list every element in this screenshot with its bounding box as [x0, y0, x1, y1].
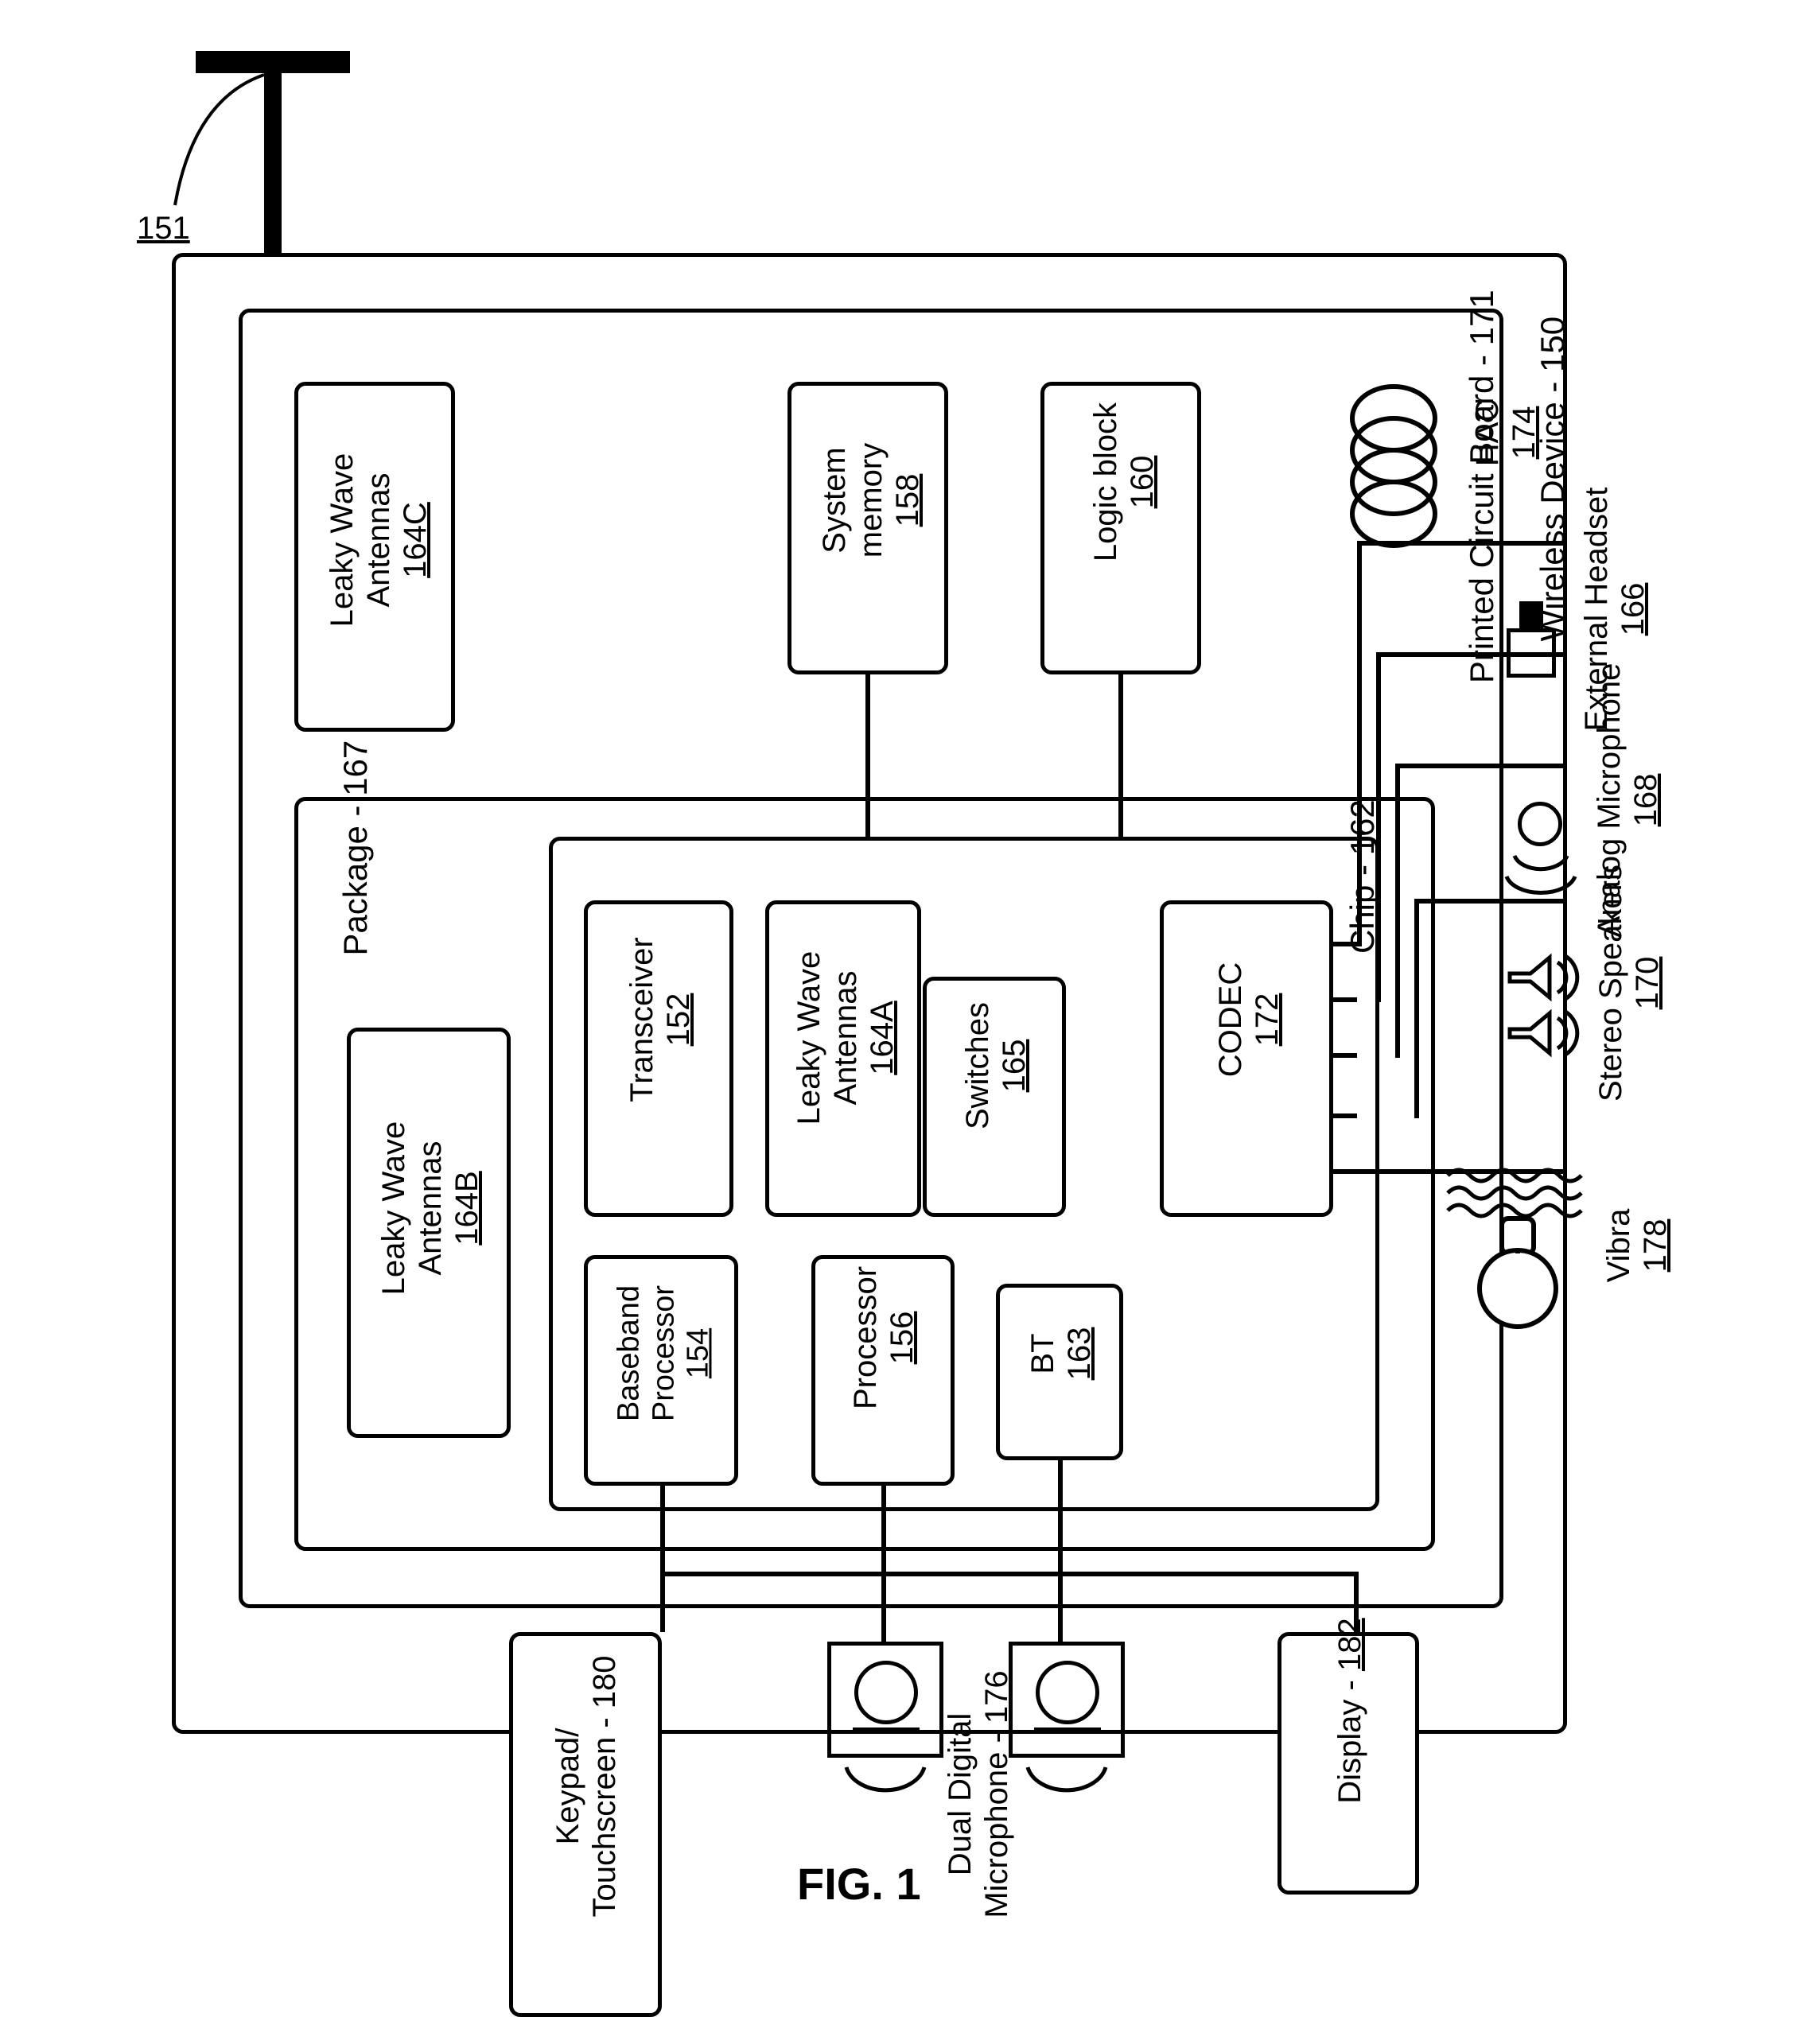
package-title: Package - 167	[336, 717, 375, 979]
display-label: Display - 182	[1332, 1595, 1368, 1826]
trunk-v3	[1395, 764, 1400, 1058]
system-memory-label: Systemmemory158	[816, 385, 926, 616]
transceiver-label: Transceiver152	[624, 900, 697, 1139]
processor-label: Processor156	[847, 1222, 920, 1453]
hac-coil-icon	[1344, 371, 1443, 554]
hac-label: HAC174	[1469, 349, 1542, 516]
wire-codec-amic	[1333, 1053, 1357, 1058]
figure-label: FIG. 1	[797, 1858, 921, 1910]
lwa-a-label: Leaky WaveAntennas164A	[791, 907, 900, 1169]
dual-mic-1-base	[853, 1727, 920, 1732]
wire-bt-down	[1058, 1460, 1063, 1642]
speaker-icon	[1499, 950, 1586, 1061]
wire-bbp-keypad	[660, 1486, 665, 1632]
trunk-v4	[1414, 899, 1419, 1118]
bt-label: BT163	[1025, 1268, 1098, 1440]
switches-label: Switches165	[959, 954, 1032, 1177]
wire-logic-chip	[1118, 674, 1123, 837]
wire-codec-hs	[1333, 997, 1357, 1002]
wire-codec-hac	[1333, 942, 1357, 946]
trunk-v1	[1357, 541, 1362, 946]
analog-mic-icon	[1518, 802, 1562, 846]
dual-mic-label: Dual DigitalMicrophone - 176	[942, 1643, 1015, 1945]
logic-block-label: Logic block160	[1087, 367, 1161, 597]
headset-jack-tip	[1519, 601, 1543, 628]
trunk-h3	[1395, 764, 1567, 768]
wire-display-drop	[1354, 1572, 1359, 1632]
antenna-ref: 151	[137, 210, 190, 247]
wire-bottom-bus	[660, 1572, 1359, 1576]
baseband-proc-label: BasebandProcessor154	[612, 1238, 716, 1469]
dual-mic-2-base	[1034, 1727, 1101, 1732]
lwa-b-label: Leaky WaveAntennas164B	[375, 1077, 485, 1339]
codec-label: CODEC172	[1212, 900, 1285, 1139]
antenna-lead	[161, 70, 280, 213]
dual-mic-1-cap	[854, 1661, 918, 1724]
dual-mic-2-cap	[1036, 1661, 1099, 1724]
dual-mic-1-arc	[842, 1762, 929, 1799]
analog-mic-arc2	[1503, 873, 1578, 900]
wire-codec-spk	[1333, 1113, 1357, 1118]
vibra-icon	[1440, 1161, 1607, 1336]
wire-sysmem-chip	[865, 674, 870, 837]
headset-jack-icon	[1507, 628, 1556, 678]
keypad-label: Keypad/Touchscreen - 180	[550, 1655, 623, 1918]
wire-proc-down	[881, 1486, 886, 1642]
dual-mic-2-arc	[1023, 1762, 1110, 1799]
speaker-label: Stereo Speakers170	[1592, 840, 1666, 1126]
vibra-label: Vibra178	[1600, 1166, 1674, 1325]
lwa-c-label: Leaky WaveAntennas164C	[324, 413, 434, 667]
trunk-v2	[1376, 652, 1381, 1002]
